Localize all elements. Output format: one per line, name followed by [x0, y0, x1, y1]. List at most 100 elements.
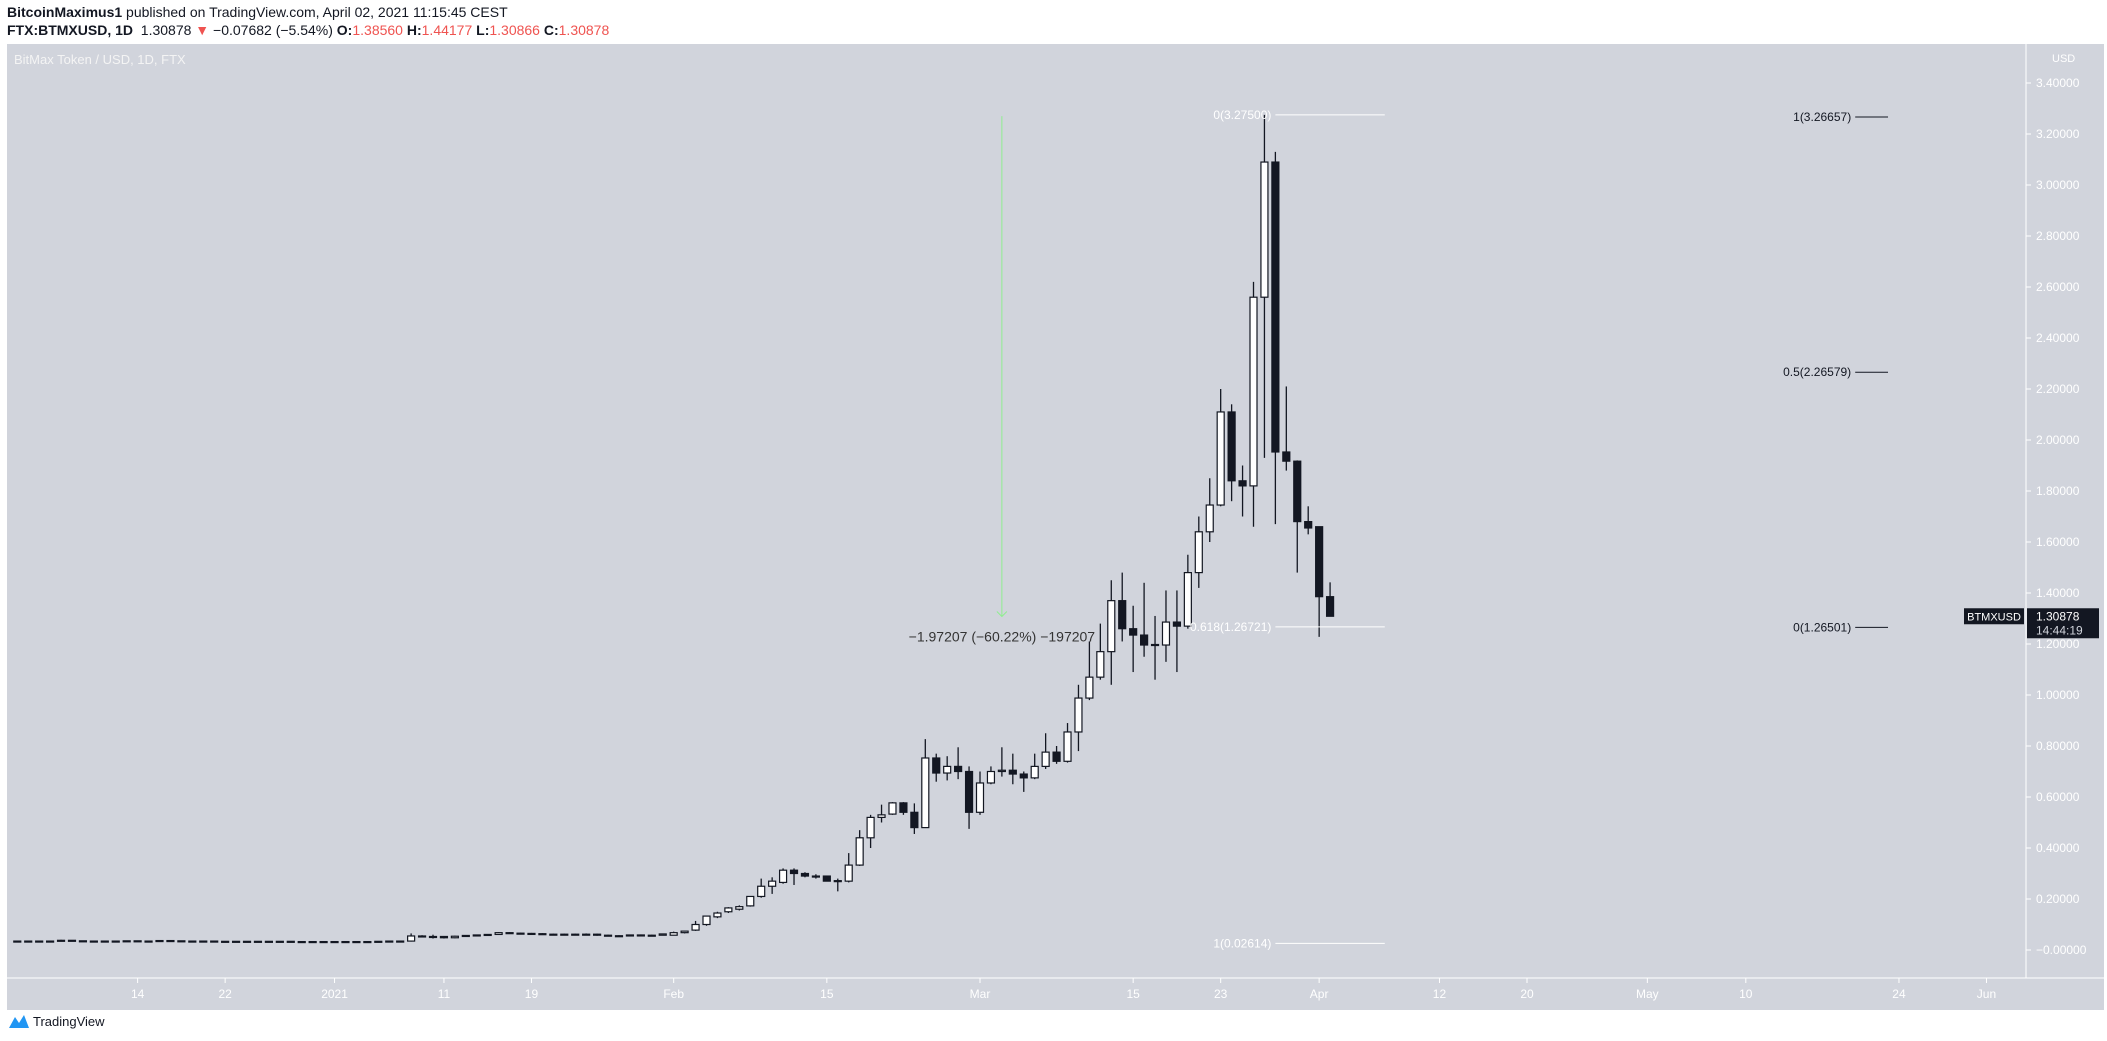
candle-up	[341, 940, 350, 944]
candle-body	[997, 769, 1006, 773]
close-value: 1.30878	[558, 22, 610, 38]
candle-up	[997, 747, 1006, 777]
candle-down	[614, 935, 624, 938]
candle-down	[100, 940, 109, 943]
candle-body	[450, 935, 459, 939]
candle-body	[844, 864, 853, 882]
candle-body	[67, 939, 77, 942]
candle-up	[111, 940, 120, 943]
candle-up	[669, 931, 678, 936]
price-tick-label: −0.00000	[2036, 943, 2087, 957]
candle-up	[13, 940, 22, 943]
candle-up	[571, 933, 580, 936]
candle-body	[921, 757, 930, 829]
candle-up	[1030, 753, 1039, 780]
candle-up	[625, 934, 635, 937]
candle-down	[1271, 151, 1280, 525]
fib-level-label: 1(0.02614)	[1213, 936, 1271, 950]
candle-body	[669, 932, 678, 936]
candle-body	[647, 934, 656, 937]
candle-body	[899, 802, 908, 813]
candle-body	[560, 933, 569, 936]
candle-body	[1172, 621, 1182, 627]
candle-up	[56, 939, 66, 942]
candle-up	[385, 940, 394, 943]
candle-up	[811, 874, 821, 879]
candle-body	[614, 935, 624, 938]
candle-body	[1205, 504, 1214, 533]
chart-pane[interactable]	[7, 44, 2104, 1010]
time-tick-label: 15	[820, 987, 834, 1001]
candle-up	[45, 940, 55, 943]
candle-body	[702, 915, 711, 926]
time-tick-label: Mar	[970, 987, 991, 1001]
time-tick-label: Jun	[1977, 987, 1996, 1001]
candle-body	[549, 933, 558, 936]
candle-body	[210, 940, 219, 943]
candle-body	[1074, 697, 1083, 733]
candle-down	[954, 747, 963, 780]
bar-countdown: 14:44:19	[2036, 623, 2083, 637]
price-tick-label: 3.00000	[2036, 178, 2080, 192]
time-tick-label: 15	[1126, 987, 1140, 1001]
candle-body	[1271, 161, 1280, 453]
fib-level-label: 0(3.27500)	[1213, 108, 1271, 122]
candle-up	[24, 940, 33, 943]
candle-up	[494, 932, 503, 936]
low-value: 1.30866	[489, 22, 540, 38]
candle-up	[450, 935, 459, 939]
candle-up	[155, 939, 164, 943]
price-tick-label: 0.80000	[2036, 739, 2080, 753]
candle-up	[582, 933, 591, 936]
high-value: 1.44177	[421, 22, 473, 38]
candle-up	[1161, 590, 1171, 662]
candle-up	[35, 940, 44, 943]
price-tick-label: 1.20000	[2036, 637, 2080, 651]
author-name[interactable]: BitcoinMaximus1	[7, 4, 123, 20]
candle-up	[560, 933, 569, 936]
candle-up	[1150, 615, 1160, 680]
triangle-down-icon: ▼	[195, 22, 210, 38]
measure-label: −1.97207 (−60.22%) −197207	[909, 629, 1096, 645]
candle-body	[1315, 526, 1324, 598]
candle-body	[1249, 296, 1258, 487]
candle-body	[308, 940, 317, 944]
open-label: O:	[336, 22, 353, 38]
candle-body	[822, 875, 831, 882]
candle-body	[516, 932, 525, 935]
candle-down	[505, 932, 514, 935]
candle-up	[1249, 281, 1258, 527]
candle-body	[231, 940, 241, 943]
candle-body	[877, 814, 886, 818]
candle-body	[461, 934, 470, 938]
candle-body	[428, 935, 438, 939]
candle-body	[975, 782, 985, 813]
candle-body	[1085, 676, 1094, 699]
candle-up	[1194, 516, 1203, 588]
candle-body	[833, 880, 842, 883]
price-tick-label: 2.00000	[2036, 433, 2080, 447]
candle-down	[910, 803, 919, 834]
candle-body	[111, 940, 120, 943]
last-price: 1.30878	[140, 22, 192, 38]
candle-down	[1282, 386, 1291, 471]
candle-down	[549, 933, 558, 936]
candle-down	[417, 935, 427, 938]
candle-down	[1172, 590, 1182, 673]
time-tick-label: 24	[1892, 987, 1906, 1001]
candle-up	[374, 940, 383, 943]
candle-down	[592, 933, 602, 936]
candle-body	[166, 939, 175, 943]
candle-body	[964, 770, 974, 813]
time-tick-label: 22	[218, 987, 232, 1001]
candle-down	[822, 875, 831, 882]
footer-brand[interactable]: TradingView	[8, 1013, 105, 1029]
price-tick-label: 2.80000	[2036, 229, 2080, 243]
candle-down	[286, 940, 295, 943]
last-price-tag	[2027, 608, 2099, 639]
candle-up	[1205, 478, 1214, 542]
candle-up	[1183, 554, 1192, 629]
candle-body	[1030, 765, 1039, 779]
candle-up	[1096, 623, 1105, 680]
